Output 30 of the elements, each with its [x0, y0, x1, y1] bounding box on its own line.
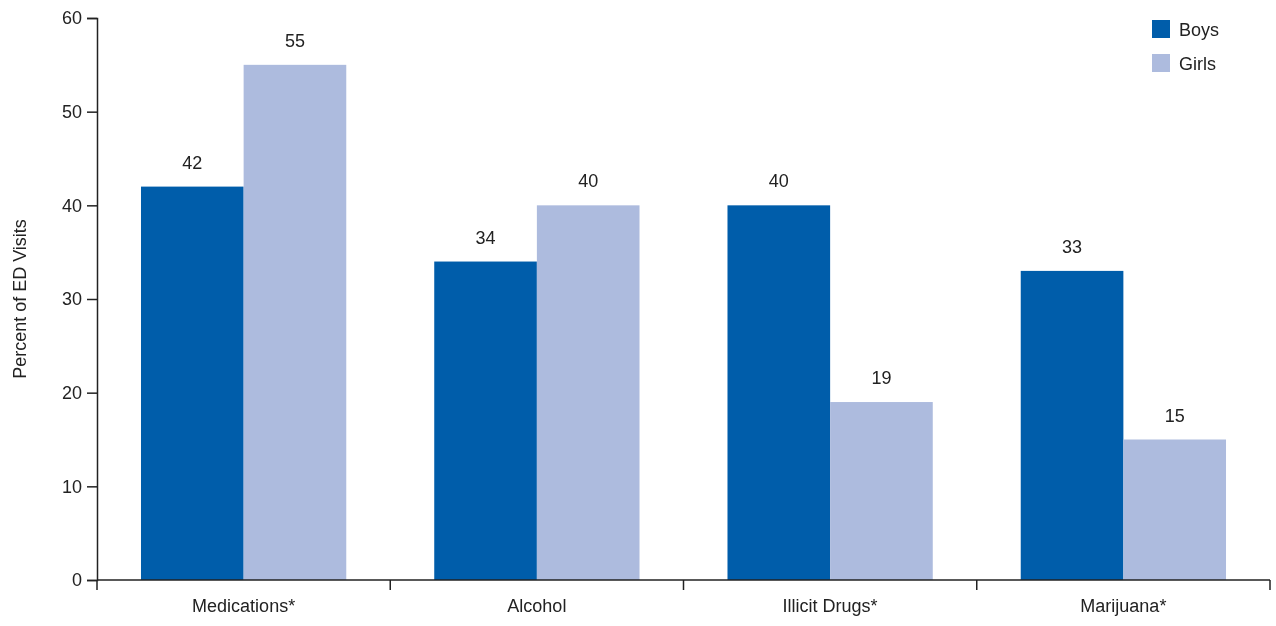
- bar: [830, 402, 933, 580]
- bar: [536, 205, 640, 580]
- y-tick-label: 40: [61, 195, 82, 216]
- x-tick-label: Illicit Drugs*: [782, 596, 878, 616]
- y-tick-label: 50: [61, 101, 82, 122]
- bar: [434, 261, 537, 580]
- data-label: 33: [1062, 236, 1083, 257]
- legend-label: Girls: [1179, 54, 1216, 74]
- bar: [727, 205, 831, 580]
- y-axis-title: Percent of ED Visits: [10, 219, 30, 379]
- data-label: 19: [871, 368, 892, 389]
- data-label: 34: [475, 227, 496, 248]
- x-tick-label: Medications*: [192, 596, 296, 616]
- data-label: 42: [182, 152, 203, 173]
- bar: [1020, 270, 1124, 580]
- y-tick-label: 20: [61, 382, 82, 403]
- x-tick-label: Marijuana*: [1080, 596, 1167, 616]
- bar: [140, 186, 244, 580]
- bar: [243, 64, 347, 580]
- data-label: 40: [768, 171, 789, 192]
- data-label: 55: [284, 30, 305, 51]
- legend-label: Boys: [1179, 20, 1220, 40]
- y-tick-label: 30: [61, 289, 82, 310]
- y-tick-label: 10: [61, 476, 82, 497]
- x-tick-label: Alcohol: [507, 596, 567, 616]
- y-tick-label: 0: [71, 570, 82, 591]
- bar: [1123, 439, 1227, 580]
- y-tick-label: 60: [61, 8, 82, 29]
- data-label: 40: [578, 171, 599, 192]
- data-label: 15: [1164, 405, 1185, 426]
